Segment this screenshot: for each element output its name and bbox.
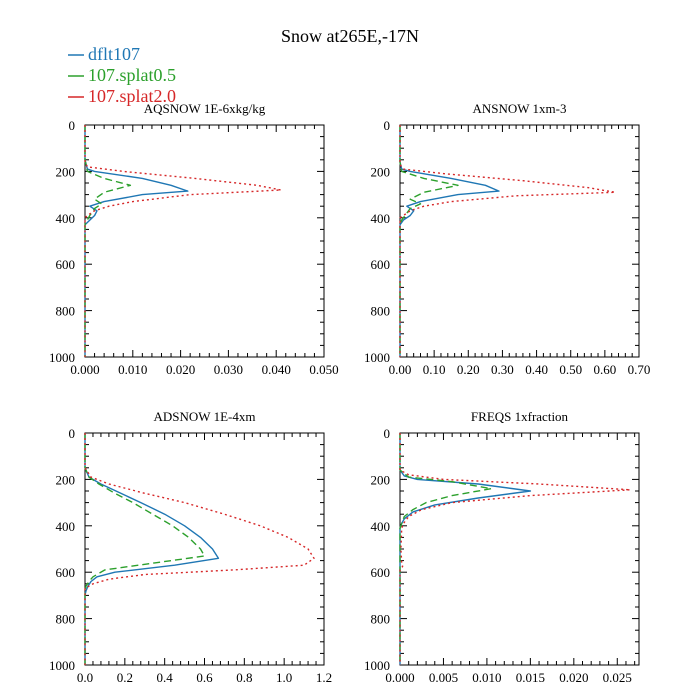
y-tick-label: 0 bbox=[384, 426, 391, 441]
y-tick-label: 1000 bbox=[364, 350, 390, 365]
x-tick-label: 0.70 bbox=[628, 362, 651, 377]
x-tick-label: 0.0 bbox=[77, 670, 93, 685]
y-tick-label: 200 bbox=[56, 472, 76, 487]
figure-title: Snow at265E,-17N bbox=[281, 26, 419, 46]
x-tick-label: 0.025 bbox=[603, 670, 632, 685]
plot-frame bbox=[399, 432, 640, 666]
x-tick-label: 0.4 bbox=[157, 670, 174, 685]
x-tick-label: 0.010 bbox=[472, 670, 501, 685]
plot-frame bbox=[399, 124, 640, 358]
y-tick-label: 800 bbox=[371, 612, 391, 627]
chart-panel: FREQS 1xfraction 0.000 0.005 0.010 0.015 0.02… bbox=[364, 409, 640, 685]
x-tick-label: 0.015 bbox=[516, 670, 545, 685]
y-tick-label: 0 bbox=[69, 118, 76, 133]
series-line-dflt107 bbox=[84, 125, 189, 357]
chart-panels: AQSNOW 1E-6xkg/kg0.000 0.010 0.020 0.030 0.0… bbox=[49, 101, 650, 685]
x-tick-label: 1.0 bbox=[276, 670, 292, 685]
series-line-107-splat0-5 bbox=[84, 125, 132, 357]
x-tick-label: 0.60 bbox=[593, 362, 616, 377]
series-line-107-splat2-0 bbox=[84, 433, 315, 665]
x-tick-label: 0.00 bbox=[389, 362, 412, 377]
chart-panel: ANSNOW 1xm-3 0.00 0.10 0.20 0.30 0.40 0.50 0.60… bbox=[364, 101, 650, 377]
panel-title: ADSNOW 1E-4xm bbox=[154, 409, 256, 424]
y-tick-label: 400 bbox=[56, 211, 76, 226]
y-tick-label: 600 bbox=[371, 257, 391, 272]
x-tick-label: 0.50 bbox=[559, 362, 582, 377]
y-tick-label: 0 bbox=[69, 426, 76, 441]
series-line-107-splat2-0 bbox=[399, 433, 631, 665]
legend-label: 107.splat2.0 bbox=[88, 86, 176, 106]
x-tick-label: 0.20 bbox=[457, 362, 480, 377]
y-tick-label: 400 bbox=[371, 519, 391, 534]
series-line-dflt107 bbox=[84, 433, 220, 665]
series-line-dflt107 bbox=[399, 125, 500, 357]
y-tick-label: 200 bbox=[56, 164, 76, 179]
series-line-107-splat2-0 bbox=[399, 125, 616, 357]
chart-panel: AQSNOW 1E-6xkg/kg 0.000 0.010 0.020 0.030 0.0… bbox=[49, 101, 339, 377]
y-tick-label: 200 bbox=[371, 164, 391, 179]
x-tick-label: 0.010 bbox=[118, 362, 147, 377]
x-tick-label: 0.050 bbox=[309, 362, 338, 377]
series-line-107-splat0-5 bbox=[84, 433, 206, 665]
legend-label: 107.splat0.5 bbox=[88, 65, 176, 85]
series-line-107-splat0-5 bbox=[399, 125, 459, 357]
x-tick-label: 0.40 bbox=[525, 362, 548, 377]
x-tick-label: 0.000 bbox=[70, 362, 99, 377]
y-tick-label: 1000 bbox=[49, 658, 75, 673]
x-tick-label: 0.030 bbox=[214, 362, 243, 377]
x-tick-label: 0.2 bbox=[117, 670, 133, 685]
legend-label: dflt107 bbox=[88, 44, 140, 64]
y-tick-label: 600 bbox=[56, 257, 76, 272]
chart-panel: ADSNOW 1E-4xm 0.0 0.2 0.4 0.6 0.8 1.0 1.2 0 200 40… bbox=[49, 409, 332, 685]
y-tick-label: 800 bbox=[56, 304, 76, 319]
y-tick-label: 600 bbox=[371, 565, 391, 580]
x-tick-label: 0.005 bbox=[429, 670, 458, 685]
x-tick-label: 0.020 bbox=[559, 670, 588, 685]
x-tick-label: 0.040 bbox=[262, 362, 291, 377]
series-line-107-splat0-5 bbox=[399, 433, 492, 665]
y-tick-label: 1000 bbox=[364, 658, 390, 673]
plot-frame bbox=[84, 432, 325, 666]
panel-title: AQSNOW 1E-6xkg/kg bbox=[144, 101, 266, 116]
x-tick-label: 0.10 bbox=[423, 362, 446, 377]
x-tick-label: 1.2 bbox=[316, 670, 332, 685]
y-tick-label: 1000 bbox=[49, 350, 75, 365]
panel-title: FREQS 1xfraction bbox=[471, 409, 569, 424]
x-tick-label: 0.6 bbox=[196, 670, 213, 685]
y-tick-label: 600 bbox=[56, 565, 76, 580]
y-tick-label: 200 bbox=[371, 472, 391, 487]
x-tick-label: 0.8 bbox=[236, 670, 252, 685]
series-line-107-splat2-0 bbox=[84, 125, 282, 357]
y-tick-label: 400 bbox=[56, 519, 76, 534]
x-tick-label: 0.000 bbox=[385, 670, 414, 685]
plot-frame bbox=[84, 124, 325, 358]
y-tick-label: 0 bbox=[384, 118, 391, 133]
x-tick-label: 0.30 bbox=[491, 362, 514, 377]
panel-title: ANSNOW 1xm-3 bbox=[472, 101, 566, 116]
y-tick-label: 400 bbox=[371, 211, 391, 226]
y-tick-label: 800 bbox=[371, 304, 391, 319]
y-tick-label: 800 bbox=[56, 612, 76, 627]
series-line-dflt107 bbox=[399, 433, 532, 665]
x-tick-label: 0.020 bbox=[166, 362, 195, 377]
